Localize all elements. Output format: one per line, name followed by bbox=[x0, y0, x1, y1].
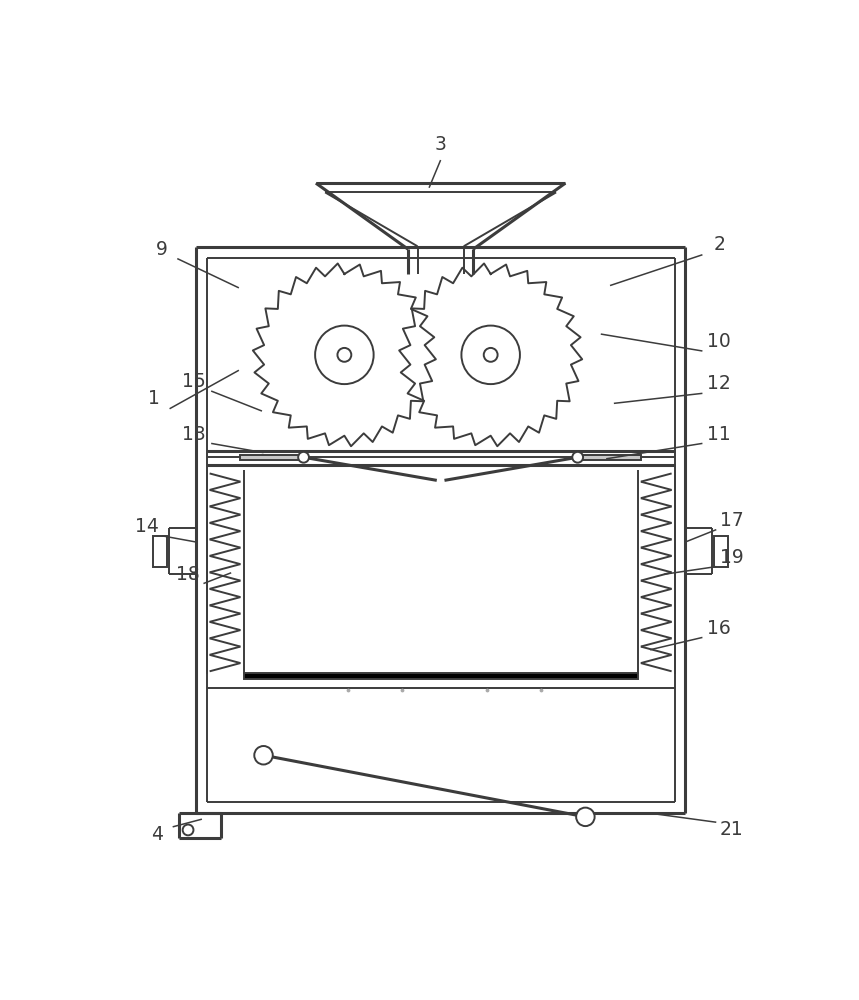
Circle shape bbox=[183, 825, 193, 835]
Text: 18: 18 bbox=[176, 565, 200, 584]
Text: 4: 4 bbox=[151, 825, 163, 844]
Circle shape bbox=[572, 452, 583, 463]
Bar bbox=[579, 455, 641, 460]
Text: 21: 21 bbox=[720, 820, 744, 839]
Bar bbox=[714, 536, 728, 567]
Text: 12: 12 bbox=[708, 374, 731, 393]
Text: 11: 11 bbox=[708, 425, 731, 444]
Text: 15: 15 bbox=[182, 372, 206, 391]
Text: 14: 14 bbox=[135, 517, 158, 536]
Text: 2: 2 bbox=[714, 235, 725, 254]
Text: 9: 9 bbox=[156, 240, 168, 259]
Circle shape bbox=[338, 348, 351, 362]
Text: 3: 3 bbox=[435, 135, 447, 154]
Text: 10: 10 bbox=[708, 332, 731, 351]
Text: 16: 16 bbox=[708, 619, 731, 638]
Bar bbox=[241, 455, 302, 460]
Circle shape bbox=[298, 452, 309, 463]
Circle shape bbox=[315, 326, 374, 384]
Circle shape bbox=[254, 746, 273, 764]
Bar bbox=[154, 536, 168, 567]
Text: 13: 13 bbox=[182, 425, 206, 444]
Bar bbox=[243, 673, 637, 679]
Text: 19: 19 bbox=[720, 548, 744, 567]
Text: 17: 17 bbox=[720, 511, 744, 530]
Circle shape bbox=[461, 326, 520, 384]
Circle shape bbox=[576, 808, 594, 826]
Circle shape bbox=[484, 348, 497, 362]
Text: 1: 1 bbox=[149, 389, 160, 408]
